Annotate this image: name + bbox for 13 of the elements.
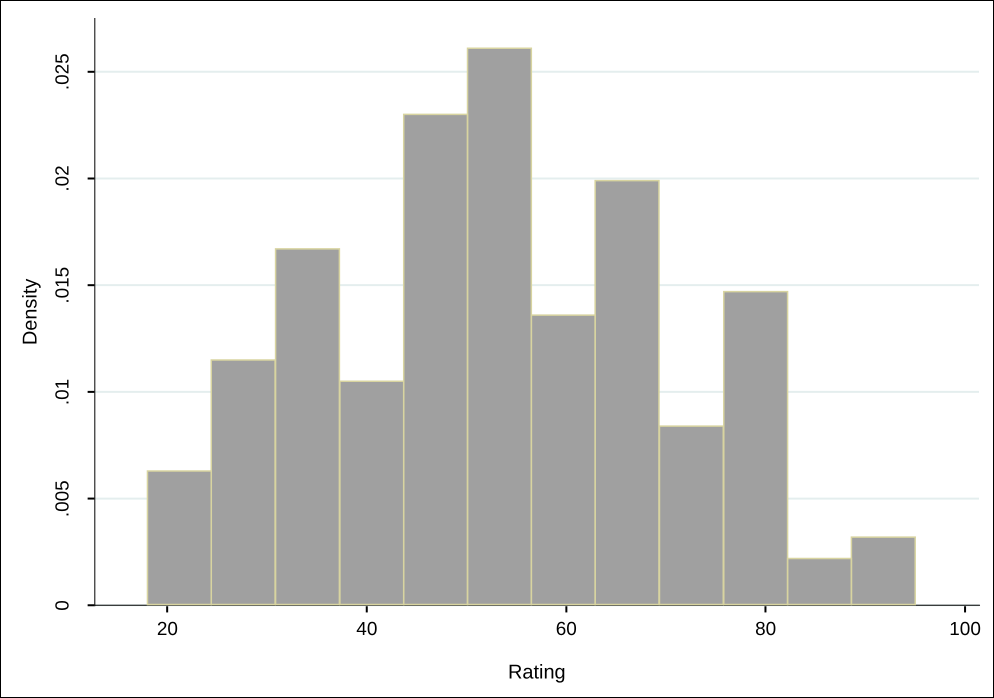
y-tick-label: .005 — [52, 480, 74, 518]
x-tick-label: 40 — [356, 619, 378, 640]
y-tick-label: .02 — [52, 165, 74, 192]
y-tick-label: .01 — [52, 378, 74, 406]
x-tick-label: 100 — [949, 619, 981, 640]
x-tick-label: 80 — [755, 619, 776, 640]
y-tick-label: 0 — [52, 600, 74, 611]
y-tick-label: .025 — [52, 53, 74, 90]
y-tick-label: .015 — [52, 266, 74, 304]
x-axis-title: Rating — [508, 662, 566, 684]
x-tick-label: 20 — [156, 619, 178, 640]
y-axis-title: Density — [19, 278, 42, 346]
x-tick-label: 60 — [556, 619, 577, 640]
